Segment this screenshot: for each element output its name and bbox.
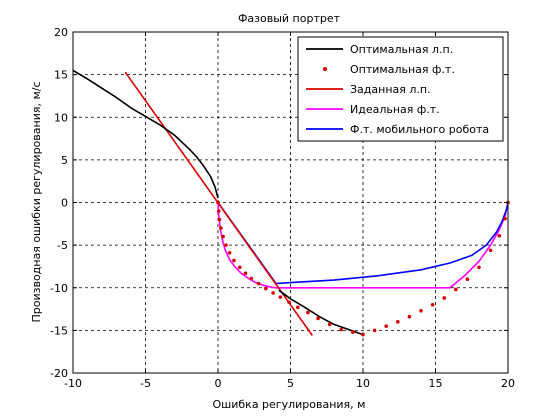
series-layer [72, 69, 510, 337]
optimal-trajectory-point [278, 295, 283, 299]
optimal-trajectory-point [372, 328, 377, 333]
optimal-trajectory-point [237, 265, 242, 270]
optimal-trajectory-point [271, 291, 275, 295]
chart-title: Фазовый портрет [238, 12, 341, 25]
y-tick-label: 0 [61, 197, 68, 210]
axis-ticks: -10 -5 0 5 10 15 20 20 15 10 5 0 -5 -10 -15 -20 [50, 26, 515, 390]
optimal-trajectory-point [419, 308, 423, 313]
x-tick-label: -5 [140, 377, 151, 390]
legend-label: Заданная л.п. [350, 83, 431, 96]
optimal-trajectory-point [264, 286, 268, 291]
y-tick-label: 15 [54, 69, 68, 82]
x-axis-label: Ошибка регулирования, м [213, 398, 366, 411]
y-tick-label: 10 [54, 111, 68, 124]
optimal-trajectory-point [465, 277, 470, 282]
legend-label: Идеальная ф.т. [350, 103, 440, 116]
legend-swatch [323, 67, 327, 71]
optimal-trajectory-point [243, 271, 248, 276]
y-tick-label: -15 [50, 324, 68, 337]
y-tick-label: -10 [50, 282, 68, 295]
x-tick-label: 0 [215, 377, 222, 390]
optimal-trajectory-point [256, 281, 261, 286]
y-tick-label: 20 [54, 26, 68, 39]
optimal-trajectory-point [339, 327, 344, 332]
optimal-trajectory-point [442, 296, 447, 300]
optimal-trajectory-point [430, 303, 435, 307]
x-tick-label: -10 [64, 377, 82, 390]
optimal-trajectory-point [227, 250, 232, 255]
optimal-trajectory-point [503, 216, 507, 221]
optimal-trajectory-point [384, 324, 389, 328]
optimal-trajectory-point [224, 243, 228, 247]
y-tick-label: -20 [50, 367, 68, 380]
optimal-trajectory-point [477, 265, 481, 270]
optimal-trajectory-point [306, 310, 310, 315]
optimal-switching-line [72, 69, 219, 199]
optimal-trajectory-point [217, 217, 222, 222]
x-tick-label: 20 [501, 377, 515, 390]
ideal-trajectory-line [217, 202, 509, 289]
optimal-trajectory-point [407, 314, 412, 319]
optimal-trajectory-point [488, 248, 493, 253]
y-tick-label: 5 [61, 154, 68, 167]
optimal-switching-line [278, 289, 364, 336]
optimal-trajectory-point [249, 276, 254, 281]
x-tick-label: 10 [356, 377, 370, 390]
optimal-trajectory-point [327, 322, 332, 327]
legend-label: Оптимальная л.п. [350, 43, 453, 56]
optimal-trajectory-point [351, 330, 355, 334]
optimal-trajectory-point [316, 316, 320, 321]
optimal-trajectory-point [295, 305, 300, 310]
optimal-trajectory-point [396, 320, 400, 324]
optimal-trajectory-point [232, 258, 236, 263]
legend-label: Ф.т. мобильного робота [350, 123, 489, 136]
optimal-trajectory-point [454, 287, 458, 292]
y-axis-label: Производная ошибки регулирования, м/с [30, 81, 43, 322]
optimal-trajectory-point [497, 233, 502, 238]
optimal-trajectory-point [216, 209, 221, 213]
x-tick-label: 15 [429, 377, 443, 390]
y-tick-label: -5 [57, 239, 68, 252]
optimal-trajectory-point [216, 200, 220, 205]
optimal-trajectory-point [221, 234, 225, 239]
legend: Оптимальная л.п. Оптимальная ф.т. Заданная… [297, 36, 504, 142]
x-tick-label: 5 [287, 377, 294, 390]
legend-label: Оптимальная ф.т. [350, 63, 455, 76]
optimal-trajectory-point [219, 226, 223, 230]
robot-trajectory-line [217, 202, 509, 285]
optimal-trajectory-point [361, 332, 365, 337]
optimal-trajectory-point [287, 300, 291, 305]
